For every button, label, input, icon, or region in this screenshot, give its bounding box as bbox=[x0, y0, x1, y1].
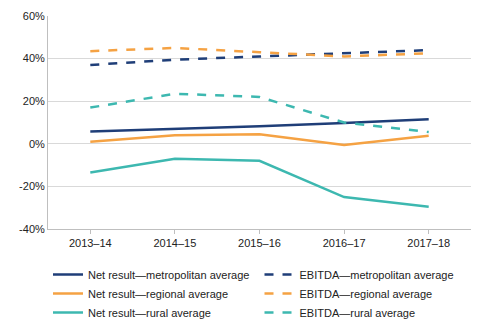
svg-text:Net result—rural average: Net result—rural average bbox=[88, 307, 211, 319]
svg-text:0%: 0% bbox=[29, 138, 45, 150]
svg-text:2017–18: 2017–18 bbox=[407, 237, 450, 249]
svg-text:2015–16: 2015–16 bbox=[238, 237, 281, 249]
svg-text:40%: 40% bbox=[23, 52, 45, 64]
svg-text:Net result—metropolitan averag: Net result—metropolitan average bbox=[88, 269, 249, 281]
svg-text:-40%: -40% bbox=[19, 223, 45, 235]
svg-text:2014–15: 2014–15 bbox=[153, 237, 196, 249]
svg-text:20%: 20% bbox=[23, 95, 45, 107]
svg-text:EBITDA—metropolitan average: EBITDA—metropolitan average bbox=[300, 269, 454, 281]
svg-text:60%: 60% bbox=[23, 10, 45, 22]
svg-text:2013–14: 2013–14 bbox=[69, 237, 112, 249]
svg-text:2016–17: 2016–17 bbox=[323, 237, 366, 249]
svg-text:Net result—regional average: Net result—regional average bbox=[88, 288, 228, 300]
svg-text:EBITDA—rural average: EBITDA—rural average bbox=[300, 307, 416, 319]
svg-text:-20%: -20% bbox=[19, 180, 45, 192]
svg-text:EBITDA—regional average: EBITDA—regional average bbox=[300, 288, 433, 300]
